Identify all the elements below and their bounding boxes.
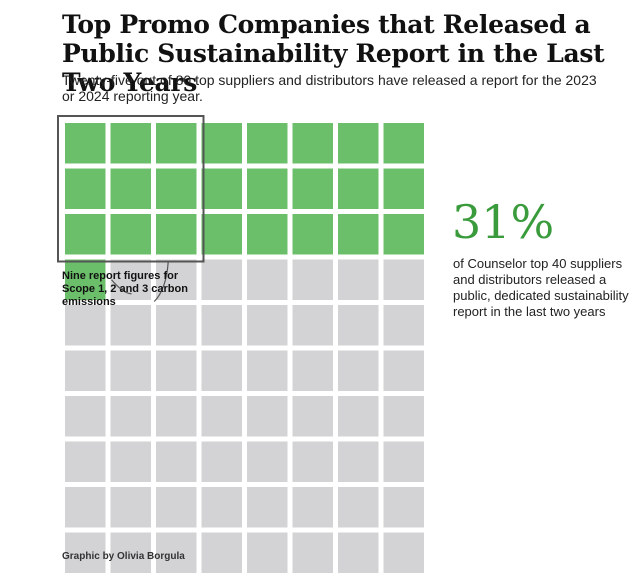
waffle-cell-not-released [156,350,197,391]
waffle-cell-not-released [338,259,379,300]
waffle-cell-not-released [383,441,424,482]
waffle-cell-released [338,123,379,164]
waffle-cell-not-released [65,441,106,482]
waffle-cell-not-released [110,441,151,482]
graphic-credit: Graphic by Olivia Borgula [62,551,185,562]
waffle-cells [65,123,424,573]
waffle-cell-not-released [201,487,242,528]
waffle-cell-not-released [383,487,424,528]
waffle-cell-released [383,168,424,209]
waffle-cell-not-released [338,487,379,528]
chart-title: Top Promo Companies that Released a Publ… [62,10,605,97]
waffle-cell-released [247,123,288,164]
waffle-cell-not-released [383,532,424,573]
annotation-label: Nine report figures for Scope 1, 2 and 3… [62,270,188,308]
waffle-cell-not-released [292,441,333,482]
waffle-cell-not-released [201,532,242,573]
waffle-cell-not-released [156,532,197,573]
waffle-cell-not-released [383,350,424,391]
waffle-cell-not-released [247,350,288,391]
waffle-cell-not-released [110,532,151,573]
waffle-cell-not-released [247,259,288,300]
waffle-cell-released [156,168,197,209]
waffle-cell-not-released [383,259,424,300]
waffle-cell-released [65,214,106,255]
waffle-cell-released [247,168,288,209]
annotation-connector [153,261,169,302]
waffle-cell-not-released [201,396,242,437]
waffle-cell-not-released [65,532,106,573]
waffle-cell-released [201,168,242,209]
waffle-cell-not-released [201,305,242,346]
waffle-cell-not-released [338,350,379,391]
waffle-cell-released [292,168,333,209]
waffle-cell-not-released [110,396,151,437]
waffle-cell-released [65,123,106,164]
waffle-cell-not-released [65,396,106,437]
waffle-cell-not-released [338,305,379,346]
waffle-cell-not-released [65,305,106,346]
waffle-cell-released [201,123,242,164]
waffle-cell-not-released [247,532,288,573]
waffle-cell-not-released [292,487,333,528]
waffle-cell-not-released [156,487,197,528]
waffle-cell-released [201,214,242,255]
waffle-cell-not-released [65,350,106,391]
waffle-cell-not-released [156,396,197,437]
waffle-cell-not-released [201,259,242,300]
waffle-cell-released [383,214,424,255]
waffle-cell-released [383,123,424,164]
waffle-cell-not-released [247,441,288,482]
waffle-cell-not-released [292,305,333,346]
waffle-cell-not-released [201,441,242,482]
waffle-cell-not-released [383,305,424,346]
waffle-cell-not-released [292,259,333,300]
scope-emissions-highlight-box [57,115,205,263]
waffle-cell-not-released [156,305,197,346]
waffle-cell-released [110,214,151,255]
waffle-cell-not-released [292,396,333,437]
waffle-cell-not-released [110,305,151,346]
waffle-cell-not-released [292,350,333,391]
waffle-cell-released [110,123,151,164]
waffle-cell-not-released [156,259,197,300]
waffle-cell-released [65,168,106,209]
waffle-cell-not-released [338,441,379,482]
waffle-cell-not-released [156,441,197,482]
waffle-cell-released [292,123,333,164]
waffle-cell-released [156,123,197,164]
chart-subtitle: Twenty-five out of 80 top suppliers and … [62,72,597,104]
waffle-cell-not-released [338,532,379,573]
waffle-cell-not-released [247,396,288,437]
waffle-cell-released [65,259,106,300]
waffle-cell-not-released [338,396,379,437]
waffle-cell-not-released [247,305,288,346]
waffle-cell-not-released [110,350,151,391]
waffle-cell-released [338,168,379,209]
stat-connector [111,279,132,295]
waffle-cell-not-released [201,350,242,391]
waffle-cell-released [156,214,197,255]
waffle-cell-not-released [65,487,106,528]
waffle-cell-not-released [292,532,333,573]
waffle-cell-released [292,214,333,255]
waffle-cell-released [110,168,151,209]
waffle-cell-not-released [110,487,151,528]
waffle-cell-not-released [383,396,424,437]
waffle-cell-released [338,214,379,255]
waffle-cell-not-released [247,487,288,528]
waffle-cell-released [247,214,288,255]
stat-value: 31% [452,195,555,249]
stat-description: of Counselor top 40 suppliers and distri… [453,256,629,319]
